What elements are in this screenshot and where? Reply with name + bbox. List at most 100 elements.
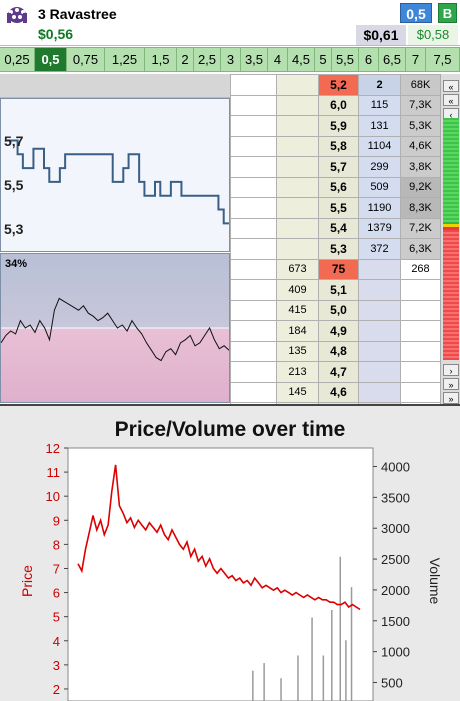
scroll-down-fast-button[interactable]: » <box>443 378 459 390</box>
back-bet-cell[interactable] <box>230 238 277 260</box>
stake-option[interactable]: 2 <box>177 48 194 71</box>
back-bet-cell[interactable] <box>230 197 277 219</box>
lay-volume-cell[interactable]: 7,2K <box>400 217 441 239</box>
ladder-header-cell <box>276 74 319 96</box>
back-bet-cell[interactable] <box>230 115 277 137</box>
stake-option[interactable]: 0,5 <box>35 48 67 71</box>
lay-volume-bar <box>443 230 459 360</box>
back-button[interactable]: B <box>438 3 457 23</box>
stake-option[interactable]: 0,25 <box>0 48 35 71</box>
price-graph: 5,7 5,5 5,3 <box>0 98 230 252</box>
stake-option[interactable]: 1,5 <box>145 48 177 71</box>
back-bet-cell[interactable] <box>230 94 277 116</box>
scroll-top-button[interactable]: « <box>443 80 459 92</box>
lay-volume-cell[interactable]: 6,3K <box>400 238 441 260</box>
back-volume-cell[interactable] <box>358 258 401 280</box>
stake-option[interactable]: 3 <box>221 48 241 71</box>
y-tick-label: 2 <box>53 682 60 697</box>
traded-volume-cell <box>276 115 319 137</box>
lay-volume-cell[interactable]: 9,2K <box>400 176 441 198</box>
back-bet-cell[interactable] <box>230 258 277 280</box>
lay-volume-cell[interactable]: 7,3K <box>400 94 441 116</box>
stake-option[interactable]: 1,25 <box>105 48 145 71</box>
lay-volume-cell[interactable]: 5,3K <box>400 115 441 137</box>
weight-of-money-chart <box>0 254 230 402</box>
best-back-price: $0,61 <box>356 25 406 45</box>
y-tick-label: 5 <box>53 610 60 625</box>
price-line-chart <box>7 139 229 225</box>
stake-option[interactable]: 7 <box>406 48 426 71</box>
back-volume-cell[interactable]: 115 <box>358 94 401 116</box>
stake-option[interactable]: 7,5 <box>426 48 460 71</box>
price-cell: 4,8 <box>318 340 359 362</box>
back-volume-cell[interactable] <box>358 299 401 321</box>
price-cell: 5,5 <box>318 197 359 219</box>
lay-volume-cell[interactable] <box>400 279 441 301</box>
ladder-row: 5,7 299 3,8K <box>230 156 441 178</box>
ladder-row: 145 4,6 <box>230 381 441 403</box>
stake-selector: 0,25 0,5 0,75 1,25 1,5 2 2,5 3 3,5 4 4,5 5 5,5 6 6,5 7 7… <box>0 47 460 72</box>
back-bet-cell[interactable] <box>230 279 277 301</box>
stake-option[interactable]: 4 <box>268 48 288 71</box>
back-volume-cell[interactable]: 1379 <box>358 217 401 239</box>
stake-option[interactable]: 6 <box>359 48 379 71</box>
lay-volume-cell[interactable] <box>400 361 441 383</box>
best-lay-price: $0,58 <box>408 25 458 45</box>
stake-input[interactable]: 0,5 <box>400 3 432 23</box>
back-bet-cell[interactable] <box>230 156 277 178</box>
back-bet-cell[interactable] <box>230 381 277 403</box>
stake-option[interactable]: 2,5 <box>194 48 221 71</box>
jockey-silks-icon <box>7 7 27 23</box>
back-volume-cell[interactable] <box>358 320 401 342</box>
stake-option[interactable]: 0,75 <box>67 48 105 71</box>
back-volume-cell[interactable] <box>358 361 401 383</box>
ltp-marker <box>443 222 459 230</box>
back-volume-cell[interactable]: 131 <box>358 115 401 137</box>
lay-volume-cell[interactable]: 4,6K <box>400 135 441 157</box>
y2-tick-label: 1500 <box>381 614 410 629</box>
stake-option[interactable]: 6,5 <box>379 48 406 71</box>
back-bet-cell[interactable] <box>230 135 277 157</box>
ladder-row: 184 4,9 <box>230 320 441 342</box>
lay-volume-cell[interactable] <box>400 299 441 321</box>
ladder-scroller[interactable]: « « ‹ › » » <box>440 74 460 404</box>
lay-volume-cell[interactable]: 8,3K <box>400 197 441 219</box>
price-cell: 5,3 <box>318 238 359 260</box>
lay-volume-cell[interactable] <box>400 320 441 342</box>
price-cell: 4,7 <box>318 361 359 383</box>
stake-option[interactable]: 4,5 <box>288 48 315 71</box>
scroll-down-button[interactable]: › <box>443 364 459 376</box>
back-volume-cell[interactable] <box>358 340 401 362</box>
ladder-row: 5,9 131 5,3K <box>230 115 441 137</box>
scroll-bottom-button[interactable]: » <box>443 392 459 404</box>
lay-volume-cell[interactable]: 268 <box>400 258 441 280</box>
back-bet-cell[interactable] <box>230 176 277 198</box>
back-bet-cell[interactable] <box>230 361 277 383</box>
lay-volume-cell[interactable] <box>400 340 441 362</box>
back-volume-cell[interactable]: 372 <box>358 238 401 260</box>
price-volume-chart: Price/Volume over time 12 11 10 9 8 7 6 5 4 3 2 Pric… <box>0 404 460 701</box>
back-volume-cell[interactable]: 1104 <box>358 135 401 157</box>
back-volume-cell[interactable]: 509 <box>358 176 401 198</box>
back-bet-cell[interactable] <box>230 320 277 342</box>
ladder-row: 5,6 509 9,2K <box>230 176 441 198</box>
back-volume-cell[interactable] <box>358 279 401 301</box>
back-bet-cell[interactable] <box>230 340 277 362</box>
stake-option[interactable]: 5,5 <box>332 48 359 71</box>
scroll-up-fast-button[interactable]: « <box>443 94 459 106</box>
back-bet-cell[interactable] <box>230 299 277 321</box>
ladder-header-cell: 5,2 <box>318 74 359 96</box>
lay-volume-cell[interactable] <box>400 381 441 403</box>
back-bet-cell[interactable] <box>230 217 277 239</box>
price-cell: 4,9 <box>318 320 359 342</box>
lay-volume-cell[interactable]: 3,8K <box>400 156 441 178</box>
back-volume-cell[interactable]: 1190 <box>358 197 401 219</box>
stake-option[interactable]: 3,5 <box>241 48 268 71</box>
back-volume-cell[interactable]: 299 <box>358 156 401 178</box>
price-axis-label: 5,5 <box>4 177 24 193</box>
stake-option[interactable]: 5 <box>315 48 332 71</box>
y-tick-label: 4 <box>53 634 60 649</box>
price-volume-svg: Price/Volume over time 12 11 10 9 8 7 6 5 4 3 2 Pric… <box>0 406 460 701</box>
y2-tick-label: 4000 <box>381 460 410 475</box>
back-volume-cell[interactable] <box>358 381 401 403</box>
